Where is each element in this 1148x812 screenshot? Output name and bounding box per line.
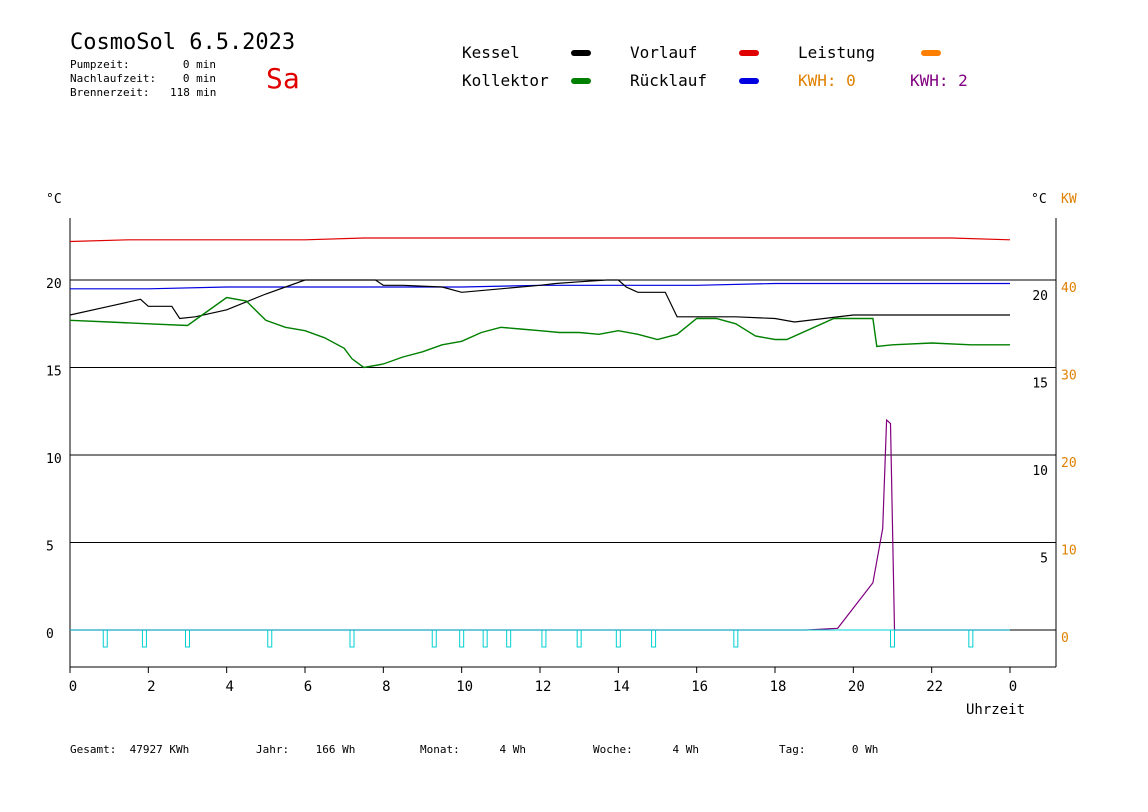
series-line-vorlauf — [69, 237, 1011, 243]
woche-label: Woche: — [593, 743, 633, 756]
woche-value: 4 Wh — [672, 743, 700, 756]
pump-pulse — [267, 629, 273, 648]
y-right-kw-tick-label: 40 — [1061, 281, 1077, 296]
series-line-ruecklauf — [70, 282, 1010, 290]
pump-pulse — [733, 629, 739, 648]
legend-kessel: Kessel — [462, 43, 520, 62]
pumpzeit-label: Pumpzeit: — [70, 58, 130, 71]
x-tick-label: 2 — [147, 679, 155, 695]
pump-pulse — [459, 629, 465, 648]
monat-label: Monat: — [420, 743, 460, 756]
y-right-kw-tick-label: 20 — [1061, 456, 1077, 471]
pump-pulse — [431, 629, 437, 648]
footer-jahr: Jahr: 166 Wh — [256, 743, 355, 756]
footer-woche: Woche: 4 Wh — [593, 743, 699, 756]
legend-kwh-orange: KWH: 0 — [798, 71, 856, 90]
jahr-label: Jahr: — [256, 743, 290, 756]
x-tick-label: 8 — [382, 679, 390, 695]
right-unit-kw-label: KW — [1061, 192, 1077, 207]
x-tick-label: 22 — [926, 679, 943, 695]
x-tick-label: 0 — [1009, 679, 1017, 695]
pump-pulse — [968, 629, 974, 648]
y-right-kw-tick-label: 30 — [1061, 369, 1077, 384]
pump-pulse — [890, 629, 895, 648]
x-tick-label: 18 — [770, 679, 787, 695]
left-unit-label: °C — [46, 192, 62, 207]
y-right-tick-label: 15 — [1032, 377, 1048, 392]
y-right-tick-label: 5 — [1040, 552, 1048, 567]
legend-kessel-swatch — [571, 50, 591, 56]
nachlaufzeit-label: Nachlaufzeit: — [70, 72, 157, 85]
nachlaufzeit-row: Nachlaufzeit: 0 min — [70, 72, 216, 85]
footer-tag: Tag: 0 Wh — [779, 743, 878, 756]
chart-title: CosmoSol 6.5.2023 — [70, 30, 296, 55]
pump-pulse — [576, 629, 582, 648]
series-line-kollektor — [69, 296, 1010, 369]
pumpzeit-row: Pumpzeit: 0 min — [70, 58, 216, 71]
monat-value: 4 Wh — [499, 743, 527, 756]
tag-label: Tag: — [779, 743, 806, 756]
footer-monat: Monat: 4 Wh — [420, 743, 526, 756]
pump-pulse — [541, 629, 547, 648]
y-left-tick-label: 10 — [46, 452, 62, 467]
x-tick-label: 6 — [304, 679, 312, 695]
y-left-tick-label: 15 — [46, 365, 62, 380]
pump-pulse — [506, 629, 512, 648]
series-line-kwh-purple — [70, 418, 1010, 631]
pump-pulse — [102, 629, 108, 648]
pump-pulse — [615, 629, 621, 648]
legend-kwh-purple: KWH: 2 — [910, 71, 968, 90]
x-tick-label: 20 — [848, 679, 865, 695]
legend-kollektor: Kollektor — [462, 71, 549, 90]
nachlaufzeit-value: 0 min — [182, 72, 216, 85]
pump-pulse — [482, 629, 488, 648]
gesamt-label: Gesamt: — [70, 743, 117, 756]
pump-pulse — [141, 629, 147, 648]
y-left-tick-label: 5 — [46, 540, 54, 555]
legend-ruecklauf-swatch — [739, 78, 759, 84]
legend-vorlauf: Vorlauf — [630, 43, 698, 62]
y-left-tick-label: 20 — [46, 277, 62, 292]
x-tick-label: 10 — [456, 679, 473, 695]
legend-leistung-swatch — [921, 50, 941, 56]
y-right-tick-label: 20 — [1032, 289, 1048, 304]
x-tick-label: 12 — [535, 679, 552, 695]
y-right-kw-tick-label: 0 — [1061, 631, 1069, 646]
brennerzeit-label: Brennerzeit: — [70, 86, 150, 99]
legend-vorlauf-swatch — [739, 50, 759, 56]
y-right-kw-tick-label: 10 — [1061, 544, 1077, 559]
x-tick-label: 14 — [613, 679, 630, 695]
series-line-kessel — [69, 279, 1010, 323]
pumpzeit-value: 0 min — [182, 58, 216, 71]
jahr-value: 166 Wh — [315, 743, 356, 756]
legend-kollektor-swatch — [571, 78, 591, 84]
x-tick-label: 4 — [225, 679, 233, 695]
x-tick-label: 0 — [69, 679, 77, 695]
y-left-tick-label: 0 — [46, 627, 54, 642]
y-right-tick-label: 10 — [1032, 464, 1048, 479]
gesamt-value: 47927 KWh — [129, 743, 190, 756]
weekday-label: Sa — [266, 62, 300, 95]
brennerzeit-row: Brennerzeit: 118 min — [70, 86, 216, 99]
pump-pulse — [185, 629, 190, 648]
right-unit-label: °C — [1031, 192, 1047, 207]
x-tick-label: 16 — [691, 679, 708, 695]
footer-gesamt: Gesamt: 47927 KWh — [70, 743, 189, 756]
brennerzeit-value: 118 min — [170, 86, 217, 99]
x-axis-label: Uhrzeit — [966, 702, 1025, 718]
legend-ruecklauf: Rücklauf — [630, 71, 708, 90]
pump-pulse — [651, 629, 657, 648]
pump-pulse — [349, 629, 355, 648]
tag-value: 0 Wh — [851, 743, 879, 756]
legend-leistung: Leistung — [798, 43, 876, 62]
